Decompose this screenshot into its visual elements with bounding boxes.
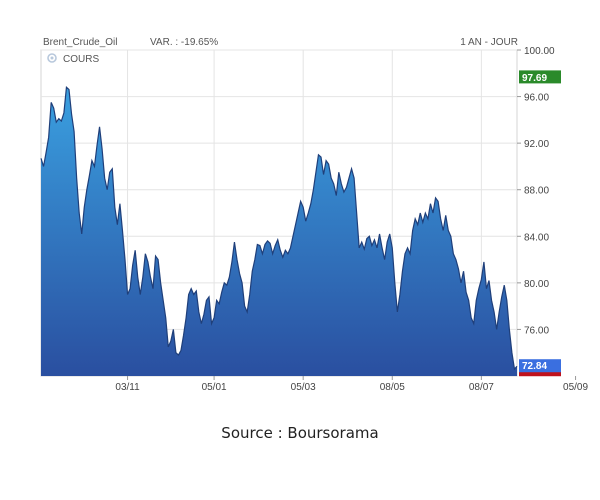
- x-tick-label: 03/11: [115, 382, 140, 393]
- y-tick-label: 88.00: [524, 186, 549, 197]
- period-label[interactable]: 1 AN - JOUR: [460, 37, 518, 48]
- x-tick-label: 05/03: [291, 382, 316, 393]
- chart-svg: Brent_Crude_Oil VAR. : -19.65% 1 AN - JO…: [40, 37, 588, 393]
- high-marker-label: 97.69: [522, 73, 547, 84]
- x-tick-label: 05/01: [202, 382, 227, 393]
- y-tick-label: 80.00: [524, 279, 549, 290]
- y-tick-label: 92.00: [524, 139, 549, 150]
- chart-title: Brent_Crude_Oil: [43, 37, 117, 48]
- source-caption: Source : Boursorama: [221, 424, 379, 442]
- low-marker: [519, 370, 561, 377]
- price-area: [41, 87, 517, 376]
- x-tick-label: 08/07: [469, 382, 494, 393]
- legend-label: COURS: [63, 54, 99, 65]
- chart: Brent_Crude_Oil VAR. : -19.65% 1 AN - JO…: [40, 37, 588, 393]
- last-marker-label: 72.84: [522, 361, 547, 372]
- x-tick-label: 05/09: [563, 382, 588, 393]
- cours-legend-icon: [47, 53, 57, 63]
- legend: COURS: [47, 53, 99, 65]
- price-line: [40, 86, 518, 371]
- y-tick-label: 76.00: [524, 325, 549, 336]
- last-marker: [519, 359, 561, 373]
- high-marker: [519, 70, 561, 84]
- x-tick-label: 08/05: [380, 382, 405, 393]
- y-tick-label: 96.00: [524, 93, 549, 104]
- variation-label: VAR. : -19.65%: [150, 37, 218, 48]
- y-tick-label: 100.00: [524, 46, 555, 57]
- plot-area: [40, 86, 518, 376]
- y-tick-label: 84.00: [524, 232, 549, 243]
- price-markers: 97.69 72.84: [519, 70, 561, 377]
- axes: 100.00 96.00 92.00 88.00 84.00 80.00 76.00 03/1…: [115, 46, 588, 393]
